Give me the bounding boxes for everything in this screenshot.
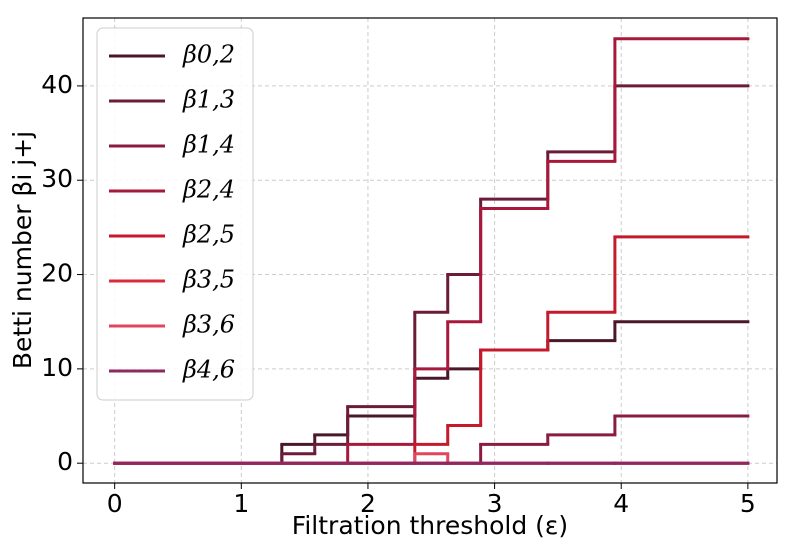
legend-label: β2,5 [182, 221, 235, 249]
x-tick-label: 5 [740, 489, 756, 518]
x-tick-label: 1 [233, 489, 249, 518]
y-tick-label: 10 [41, 353, 73, 382]
x-tick-label: 4 [613, 489, 629, 518]
x-tick-label: 0 [107, 489, 123, 518]
legend-box [96, 27, 254, 401]
series [113, 414, 750, 465]
x-tick-label: 3 [487, 489, 503, 518]
y-tick-label: 0 [57, 447, 73, 476]
legend-label: β3,6 [182, 311, 235, 339]
legend-label: β2,4 [182, 176, 235, 204]
x-axis-label: Filtration threshold (ε) [292, 511, 568, 540]
legend-label: β1,4 [182, 131, 235, 159]
legend-label: β1,3 [182, 86, 235, 114]
plot-frame [82, 17, 778, 484]
legend-label: β0,2 [182, 41, 235, 69]
y-tick-label: 40 [41, 70, 73, 99]
legend-label: β4,6 [182, 356, 235, 384]
x-tick-label: 2 [360, 489, 376, 518]
y-tick-label: 30 [41, 164, 73, 193]
y-tick-label: 20 [41, 259, 73, 288]
y-axis-label: Betti number βi j+j [8, 131, 37, 369]
legend-label: β3,5 [182, 266, 235, 294]
